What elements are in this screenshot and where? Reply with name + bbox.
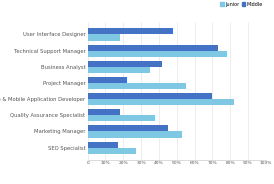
Bar	[88, 28, 173, 34]
Bar	[88, 61, 162, 67]
Legend: Junior, Middle: Junior, Middle	[218, 0, 265, 9]
Bar	[88, 34, 120, 41]
Bar	[88, 132, 182, 138]
Bar	[88, 115, 155, 121]
Bar	[88, 125, 168, 132]
Bar	[88, 51, 227, 57]
Bar	[88, 77, 127, 83]
Bar	[88, 109, 120, 115]
Bar	[88, 83, 186, 89]
Bar	[88, 99, 234, 105]
Bar	[88, 141, 118, 148]
Bar	[88, 45, 218, 51]
Bar	[88, 67, 150, 73]
Bar	[88, 93, 212, 99]
Bar	[88, 148, 136, 154]
